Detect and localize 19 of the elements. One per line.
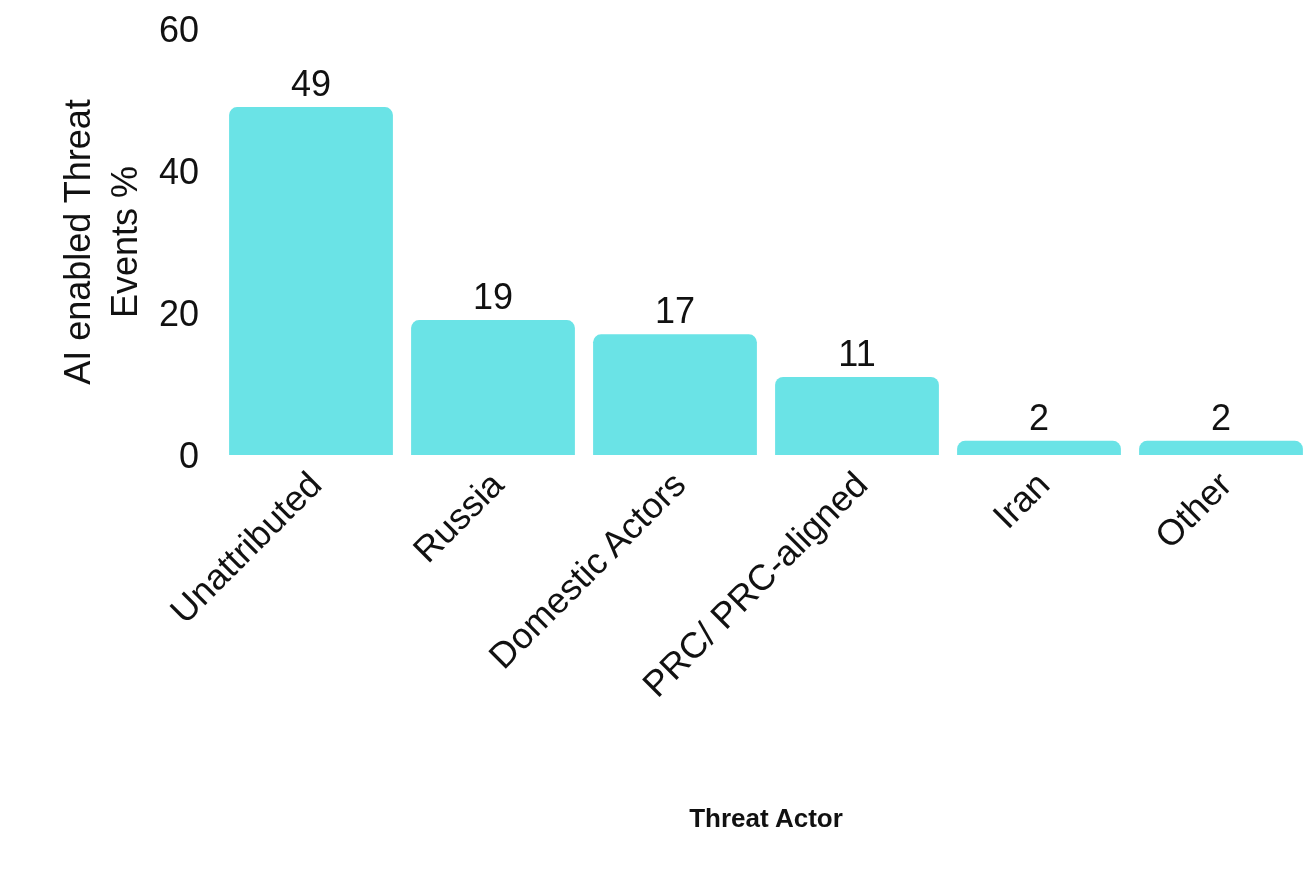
y-axis-title: AI enabled Threat Events %: [57, 99, 145, 385]
data-label: 19: [472, 276, 514, 318]
x-axis-title: Threat Actor: [689, 803, 843, 834]
bar: [593, 334, 757, 455]
data-label: 49: [290, 63, 332, 105]
y-tick-label: 60: [158, 8, 199, 50]
data-label: 17: [654, 290, 696, 332]
y-tick-label: 20: [158, 292, 199, 334]
bar: [1139, 440, 1303, 455]
data-label: 2: [1028, 396, 1050, 438]
bar: [229, 107, 393, 455]
data-label: 11: [838, 332, 876, 374]
bar: [775, 376, 939, 455]
y-tick-label: 40: [158, 150, 199, 192]
y-tick-label: 0: [178, 434, 199, 476]
data-label: 2: [1210, 396, 1232, 438]
x-tick-label: Iran: [984, 463, 1058, 537]
bar: [411, 320, 575, 455]
bar: [957, 440, 1121, 455]
